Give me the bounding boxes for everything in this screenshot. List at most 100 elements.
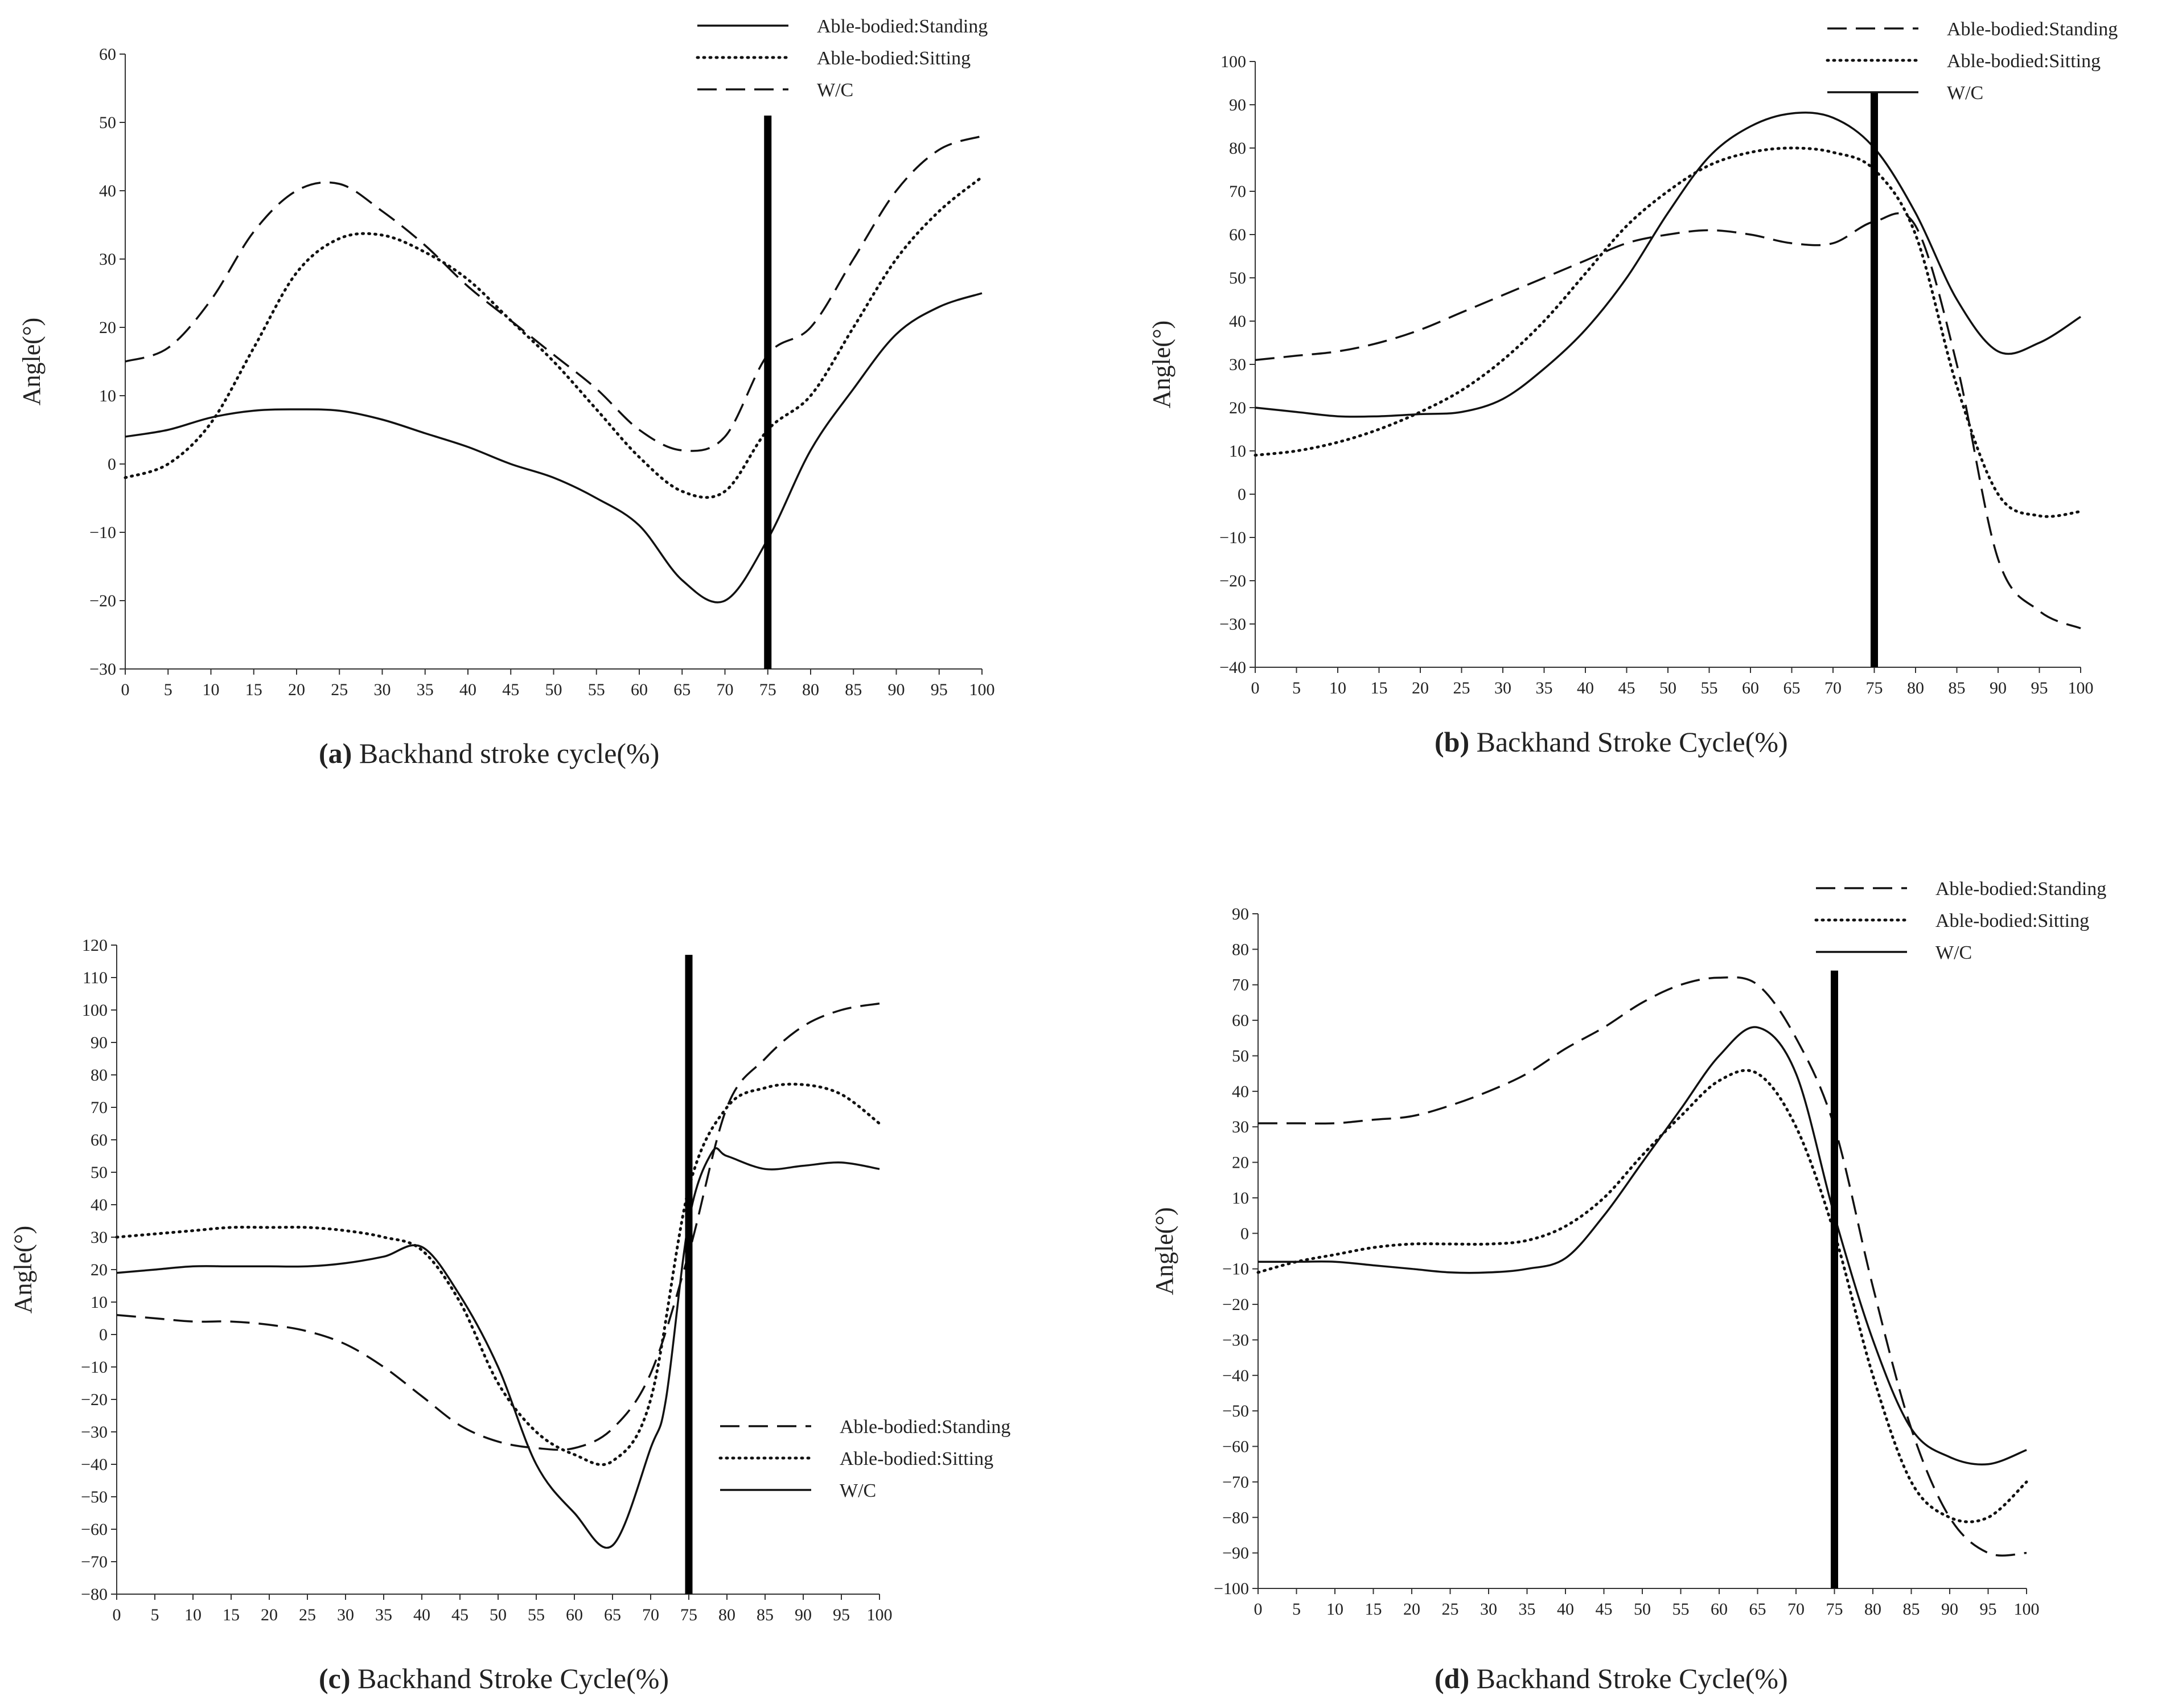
- y-tick-label: 90: [1229, 96, 1246, 114]
- x-tick-label: 90: [1941, 1600, 1958, 1619]
- y-tick-label: 20: [91, 1261, 108, 1279]
- y-tick-label: −40: [81, 1455, 108, 1474]
- x-tick-label: 60: [1742, 679, 1759, 697]
- x-tick-label: 75: [1826, 1600, 1843, 1619]
- x-tick-label: 25: [1453, 679, 1470, 697]
- x-axis-caption: (b) Backhand Stroke Cycle(%): [1435, 726, 1788, 758]
- x-tick-label: 30: [337, 1606, 354, 1624]
- x-tick-label: 15: [245, 680, 262, 699]
- x-tick-label: 0: [1254, 1600, 1263, 1619]
- y-tick-label: −40: [1222, 1366, 1249, 1385]
- x-tick-label: 55: [1672, 1600, 1690, 1619]
- y-tick-label: 50: [1229, 269, 1246, 288]
- y-tick-label: 50: [91, 1163, 108, 1182]
- y-tick-label: 70: [1229, 182, 1246, 201]
- x-tick-label: 25: [1442, 1600, 1459, 1619]
- x-tick-label: 90: [795, 1606, 812, 1624]
- y-tick-label: 90: [1232, 905, 1249, 923]
- series-line-dotted: [115, 1082, 881, 1466]
- x-tick-label: 30: [1480, 1600, 1497, 1619]
- caption-letter: (c): [319, 1662, 357, 1694]
- series-line-dotted: [1254, 146, 2082, 518]
- x-tick-label: 65: [1749, 1600, 1766, 1619]
- x-tick-label: 80: [718, 1606, 735, 1624]
- x-tick-label: 85: [1949, 679, 1966, 697]
- x-axis-caption: (a) Backhand stroke cycle(%): [319, 737, 659, 769]
- x-tick-label: 95: [833, 1606, 850, 1624]
- legend-label: Able-bodied:Standing: [1947, 19, 2118, 40]
- y-tick-label: 0: [99, 1325, 108, 1344]
- legend-label: Able-bodied:Sitting: [840, 1448, 993, 1469]
- y-tick-label: 100: [1220, 52, 1246, 71]
- y-axis-label: Angle(°): [9, 1226, 37, 1313]
- y-tick-label: −70: [1222, 1473, 1249, 1492]
- x-tick-label: 95: [2031, 679, 2048, 697]
- y-tick-label: 40: [1229, 312, 1246, 331]
- x-tick-label: 75: [680, 1606, 697, 1624]
- y-tick-label: 30: [1232, 1118, 1249, 1136]
- x-tick-label: 80: [1907, 679, 1924, 697]
- x-tick-label: 75: [1866, 679, 1883, 697]
- x-tick-label: 25: [299, 1606, 316, 1624]
- y-tick-label: 40: [1232, 1082, 1249, 1101]
- y-tick-label: −20: [89, 592, 116, 610]
- x-tick-label: 70: [717, 680, 734, 699]
- series-line-solid: [125, 292, 983, 603]
- y-tick-label: 80: [1232, 940, 1249, 959]
- series-line-dotted: [1256, 1069, 2028, 1524]
- x-tick-label: 5: [1292, 679, 1301, 697]
- x-tick-label: 10: [184, 1606, 202, 1624]
- series-line-dashed: [125, 135, 983, 452]
- x-tick-label: 15: [223, 1606, 240, 1624]
- series-line-solid: [1255, 112, 2081, 418]
- y-tick-label: −20: [1222, 1295, 1249, 1314]
- x-tick-label: 60: [1711, 1600, 1728, 1619]
- legend-label: Able-bodied:Standing: [1935, 878, 2106, 900]
- x-tick-label: 15: [1371, 679, 1388, 697]
- series-line-dashed: [1257, 976, 2027, 1557]
- x-tick-label: 20: [288, 680, 305, 699]
- caption-letter: (a): [319, 737, 359, 769]
- x-tick-label: 85: [757, 1606, 774, 1624]
- chart-panel-a: −30 −20 −10 0 10 20 30 40 50 60 0 5 10 15 20 25 30 35 40 45…: [18, 16, 995, 769]
- x-tick-label: 45: [451, 1606, 469, 1624]
- x-tick-label: 40: [1557, 1600, 1574, 1619]
- x-tick-label: 45: [502, 680, 519, 699]
- legend-label: Able-bodied:Standing: [817, 16, 988, 37]
- x-tick-label: 30: [1494, 679, 1511, 697]
- x-tick-label: 20: [1403, 1600, 1420, 1619]
- x-tick-label: 45: [1596, 1600, 1613, 1619]
- x-tick-label: 50: [1634, 1600, 1651, 1619]
- x-tick-label: 55: [1701, 679, 1718, 697]
- y-tick-label: 0: [1240, 1224, 1249, 1243]
- series-line-dashed: [1255, 212, 2081, 630]
- y-axis-label: Angle(°): [1150, 1207, 1178, 1295]
- y-tick-label: 70: [1232, 976, 1249, 995]
- y-tick-label: −50: [81, 1488, 108, 1506]
- x-tick-label: 40: [459, 680, 476, 699]
- y-tick-label: −90: [1222, 1544, 1249, 1563]
- series-line-dashed: [116, 1002, 880, 1451]
- x-tick-label: 95: [1980, 1600, 1997, 1619]
- x-tick-label: 70: [1787, 1600, 1805, 1619]
- y-tick-label: 100: [82, 1001, 108, 1020]
- chart-panel-b: −40 −30 −20 −10 0 10 20 30 40 50 60 70 80 90 100 0 5 10 15…: [1148, 19, 2118, 758]
- x-tick-label: 15: [1365, 1600, 1382, 1619]
- y-tick-label: 10: [99, 387, 116, 405]
- x-tick-label: 100: [2068, 679, 2094, 697]
- x-tick-label: 50: [1659, 679, 1676, 697]
- y-axis-label: Angle(°): [18, 318, 46, 405]
- x-tick-label: 100: [2014, 1600, 2040, 1619]
- x-tick-label: 90: [1990, 679, 2007, 697]
- y-tick-label: 10: [91, 1293, 108, 1312]
- y-tick-label: −70: [81, 1553, 108, 1571]
- x-tick-label: 0: [1251, 679, 1260, 697]
- y-tick-label: 80: [91, 1066, 108, 1085]
- y-tick-label: −10: [81, 1358, 108, 1377]
- caption-letter: (b): [1435, 726, 1477, 758]
- x-tick-label: 65: [673, 680, 691, 699]
- x-tick-label: 90: [888, 680, 905, 699]
- x-tick-label: 20: [1412, 679, 1429, 697]
- x-tick-label: 35: [417, 680, 434, 699]
